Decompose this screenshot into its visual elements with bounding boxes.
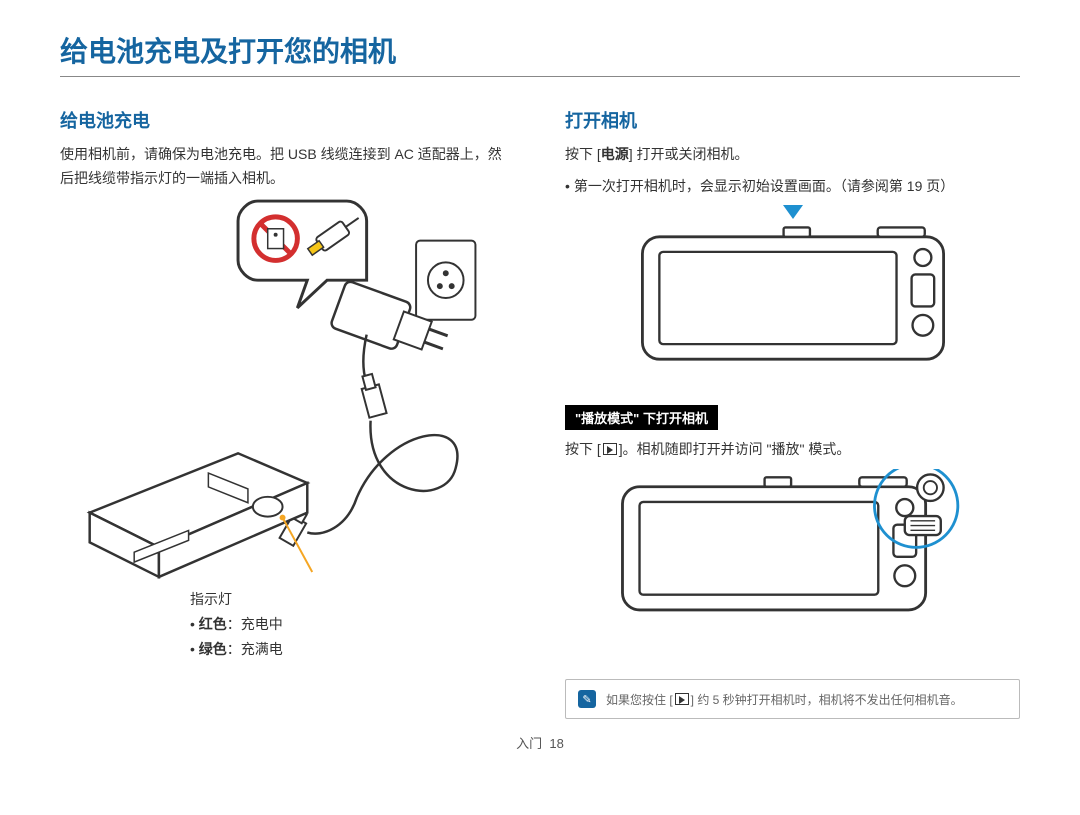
page-title: 给电池充电及打开您的相机 bbox=[60, 30, 1020, 77]
left-intro: 使用相机前，请确保为电池充电。把 USB 线缆连接到 AC 适配器上，然后把线缆… bbox=[60, 143, 515, 191]
indicator-red-row: • 红色：充电中 bbox=[190, 612, 515, 637]
indicator-legend: 指示灯 • 红色：充电中 • 绿色：充满电 bbox=[190, 587, 515, 663]
playback-mode-bar: "播放模式" 下打开相机 bbox=[565, 405, 718, 430]
power-instruction: 按下 [电源] 打开或关闭相机。 bbox=[565, 143, 1020, 167]
content-columns: 给电池充电 使用相机前，请确保为电池充电。把 USB 线缆连接到 AC 适配器上… bbox=[60, 107, 1020, 719]
first-boot-note: 第一次打开相机时，会显示初始设置画面。（请参阅第 19 页） bbox=[565, 175, 1020, 199]
playback-instruction: 按下 []。相机随即打开并访问 "播放" 模式。 bbox=[565, 438, 1020, 462]
charging-illustration bbox=[60, 199, 515, 579]
right-column: 打开相机 按下 [电源] 打开或关闭相机。 第一次打开相机时，会显示初始设置画面… bbox=[565, 107, 1020, 719]
play-icon bbox=[675, 693, 689, 705]
camera-top-illustration bbox=[565, 205, 1020, 385]
play-icon bbox=[603, 443, 617, 455]
left-column: 给电池充电 使用相机前，请确保为电池充电。把 USB 线缆连接到 AC 适配器上… bbox=[60, 107, 515, 719]
note-box: ✎ 如果您按住 [] 约 5 秒钟打开相机时，相机将不发出任何相机音。 bbox=[565, 679, 1020, 719]
page-footer: 入门 18 bbox=[60, 733, 1020, 752]
left-section-title: 给电池充电 bbox=[60, 107, 515, 133]
power-arrow-icon bbox=[783, 205, 803, 219]
indicator-title: 指示灯 bbox=[190, 587, 515, 612]
note-icon: ✎ bbox=[578, 690, 596, 708]
note-text: 如果您按住 [] 约 5 秒钟打开相机时，相机将不发出任何相机音。 bbox=[606, 691, 963, 708]
indicator-green-row: • 绿色：充满电 bbox=[190, 637, 515, 662]
camera-playback-illustration bbox=[565, 469, 1020, 649]
right-section-title: 打开相机 bbox=[565, 107, 1020, 133]
